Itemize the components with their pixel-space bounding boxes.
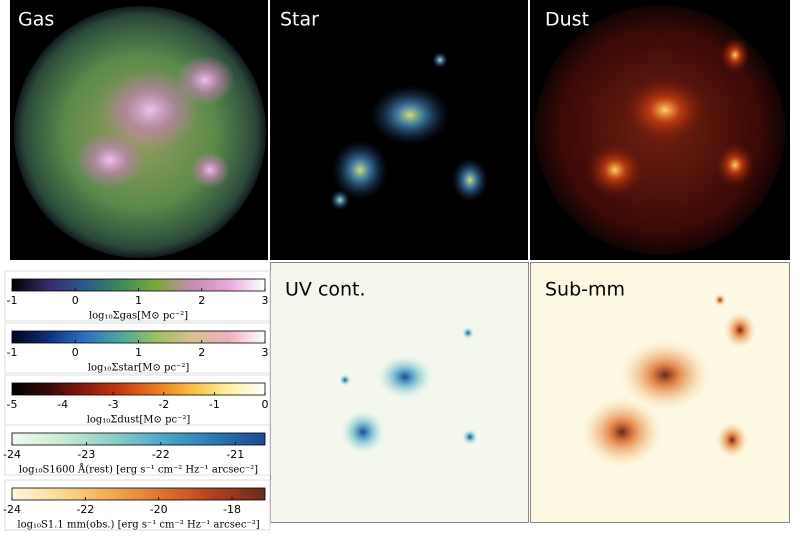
tick-label: -18 (223, 503, 241, 516)
star-panel: Star (270, 0, 528, 260)
gas-panel: Gas (10, 0, 268, 260)
tick-label: -1 (209, 398, 220, 411)
colorbar-frame (4, 270, 271, 322)
tick-label: -23 (77, 448, 95, 461)
submm-panel: Sub-mm (530, 262, 790, 523)
panel-label: Dust (545, 9, 589, 31)
tick-label: 3 (262, 346, 269, 359)
tick-label: -21 (226, 448, 244, 461)
tick-label: -1 (7, 346, 18, 359)
colorbar-frame (4, 479, 271, 531)
tick-label: 2 (198, 294, 205, 307)
tick-label: -24 (3, 448, 21, 461)
panel-label: Gas (18, 9, 54, 31)
tick-label: 0 (72, 294, 79, 307)
colorbar-label: log₁₀Σdust[M⊙ pc⁻²] (87, 415, 191, 426)
tick-label: 1 (135, 294, 142, 307)
colorbar-label: log₁₀S1.1 mm(obs.) [erg s⁻¹ cm⁻² Hz⁻¹ ar… (17, 520, 259, 531)
tick-label: -22 (76, 503, 94, 516)
colorbar (11, 382, 266, 396)
tick-label: 1 (135, 346, 142, 359)
colorbar-label: log₁₀Σgas[M⊙ pc⁻²] (89, 311, 188, 322)
colorbar-label: log₁₀Σstar[M⊙ pc⁻²] (88, 363, 190, 374)
tick-label: 3 (262, 294, 269, 307)
colorbar-frame (4, 322, 271, 374)
colorbar-label: log₁₀S1600 Å(rest) [erg s⁻¹ cm⁻² Hz⁻¹ ar… (19, 464, 258, 476)
panel-label: Sub-mm (545, 279, 625, 301)
tick-label: 0 (72, 346, 79, 359)
panel-label: Star (280, 9, 319, 31)
tick-label: -22 (152, 448, 170, 461)
tick-label: 2 (198, 346, 205, 359)
tick-label: -5 (7, 398, 18, 411)
uv-panel: UV cont. (270, 262, 529, 523)
colorbars: -1 0 1 2 3 log₁₀Σgas[M⊙ pc⁻²] -1 0 1 2 3 log₁₀Σstar… (3, 270, 271, 531)
panel-label: UV cont. (285, 279, 366, 301)
tick-label: -2 (158, 398, 169, 411)
dust-panel: Dust (530, 0, 790, 260)
colorbar (11, 432, 266, 446)
tick-label: -24 (3, 503, 21, 516)
tick-label: -20 (150, 503, 168, 516)
colorbar-frame (4, 424, 271, 476)
colorbar (11, 487, 266, 501)
tick-label: -3 (108, 398, 119, 411)
tick-label: -1 (7, 294, 18, 307)
tick-label: 0 (262, 398, 269, 411)
tick-label: -4 (57, 398, 68, 411)
